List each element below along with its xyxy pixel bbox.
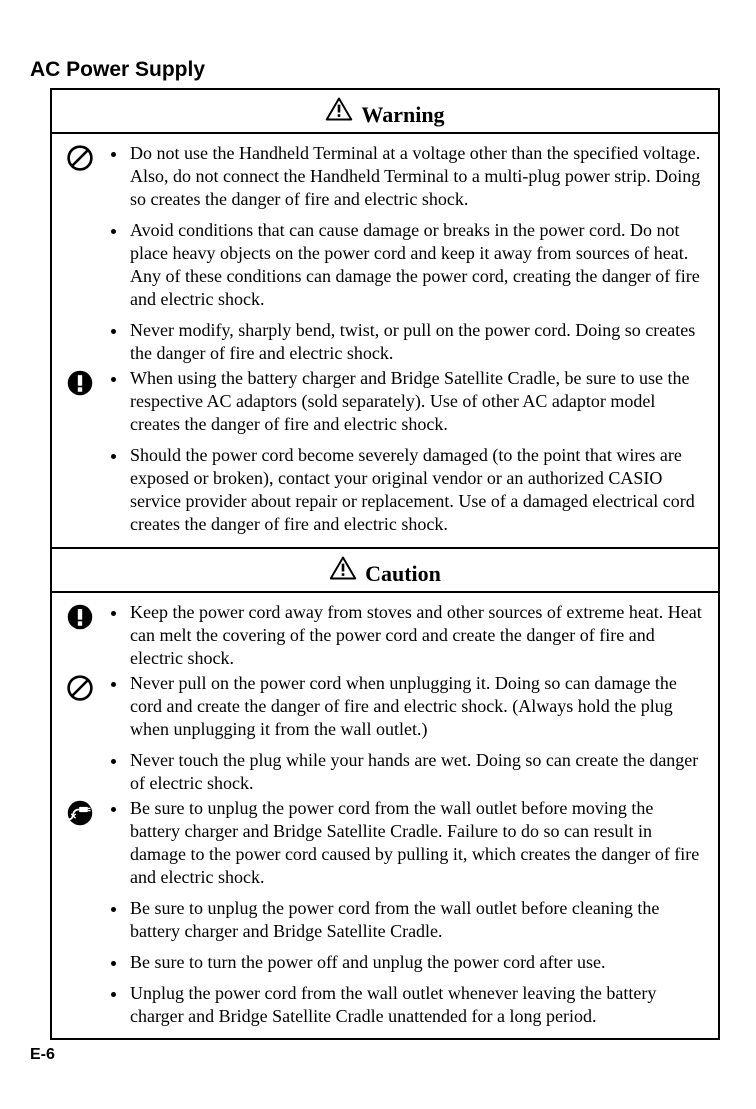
caution-bullets-3: Be sure to unplug the power cord from th… — [110, 797, 704, 1028]
mandatory-icon — [66, 369, 94, 397]
caution-header: Caution — [52, 547, 718, 593]
caution-bullets-1: Keep the power cord away from stoves and… — [110, 601, 704, 670]
list-item: Never touch the plug while your hands ar… — [128, 749, 704, 795]
list-item: Never modify, sharply bend, twist, or pu… — [128, 319, 704, 365]
safety-table: Warning Do not use the Handheld Terminal… — [50, 88, 720, 1040]
list-item: Avoid conditions that can cause damage o… — [128, 219, 704, 311]
list-item: When using the battery charger and Bridg… — [128, 367, 704, 436]
list-item: Should the power cord become severely da… — [128, 444, 704, 536]
page: AC Power Supply Warning — [0, 0, 756, 1064]
page-number: E-6 — [30, 1046, 726, 1064]
caution-label: Caution — [365, 561, 441, 587]
mandatory-icon — [66, 603, 94, 631]
warning-label: Warning — [361, 102, 444, 128]
unplug-icon — [66, 799, 94, 827]
warning-triangle-icon — [325, 96, 353, 122]
list-item: Keep the power cord away from stoves and… — [128, 601, 704, 670]
warning-bullets-2: When using the battery charger and Bridg… — [110, 367, 704, 536]
list-item: Be sure to turn the power off and unplug… — [128, 951, 704, 974]
prohibit-icon — [66, 144, 94, 172]
caution-body: Keep the power cord away from stoves and… — [52, 593, 718, 1039]
list-item: Be sure to unplug the power cord from th… — [128, 797, 704, 889]
list-item: Be sure to unplug the power cord from th… — [128, 897, 704, 943]
section-title: AC Power Supply — [30, 58, 726, 82]
warning-header: Warning — [52, 90, 718, 134]
warning-bullets-1: Do not use the Handheld Terminal at a vo… — [110, 142, 704, 365]
caution-bullets-2: Never pull on the power cord when unplug… — [110, 672, 704, 795]
warning-triangle-icon — [329, 555, 357, 581]
list-item: Unplug the power cord from the wall outl… — [128, 982, 704, 1028]
list-item: Do not use the Handheld Terminal at a vo… — [128, 142, 704, 211]
warning-body: Do not use the Handheld Terminal at a vo… — [52, 134, 718, 547]
prohibit-icon — [66, 674, 94, 702]
list-item: Never pull on the power cord when unplug… — [128, 672, 704, 741]
